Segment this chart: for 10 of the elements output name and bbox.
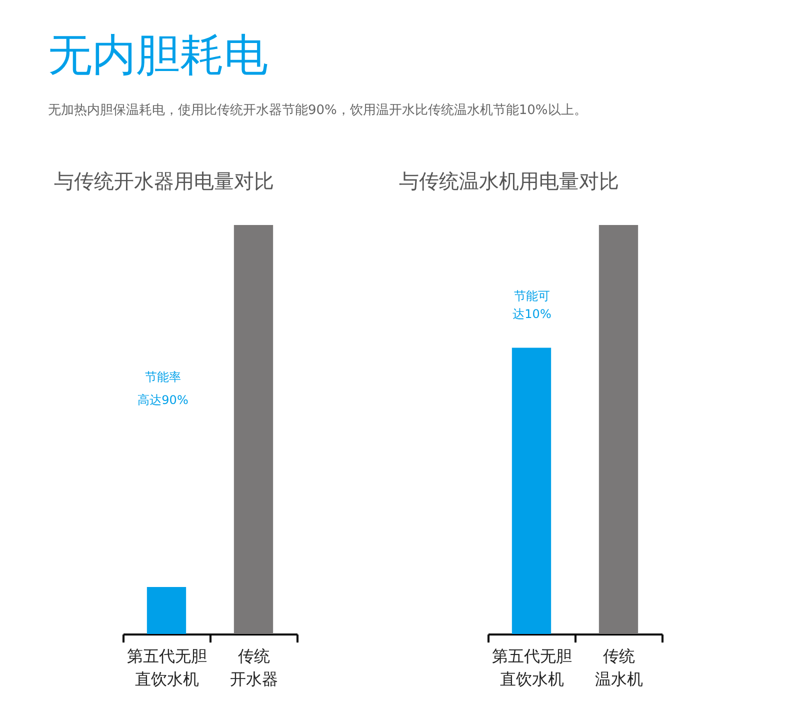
annotation: 节能率高达90%	[138, 370, 188, 407]
text: 无加热内胆保温耗电，使用比传统开水器节能90%，饮用温开水比传统温水机节能10%以上。	[48, 103, 587, 118]
x-tick-label: 第五代无胆直饮水机	[127, 646, 207, 688]
chart-title: 与传统开水器用电量对比	[54, 169, 274, 193]
x-tick-label: 传统温水机	[595, 646, 643, 688]
chart-title: 与传统温水机用电量对比	[399, 169, 619, 193]
x-tick-label: 传统开水器	[230, 646, 278, 688]
annotation: 节能可达10%	[512, 289, 552, 321]
x-tick-label: 第五代无胆直饮水机	[492, 646, 572, 688]
text: 无内胆耗电	[48, 30, 268, 81]
